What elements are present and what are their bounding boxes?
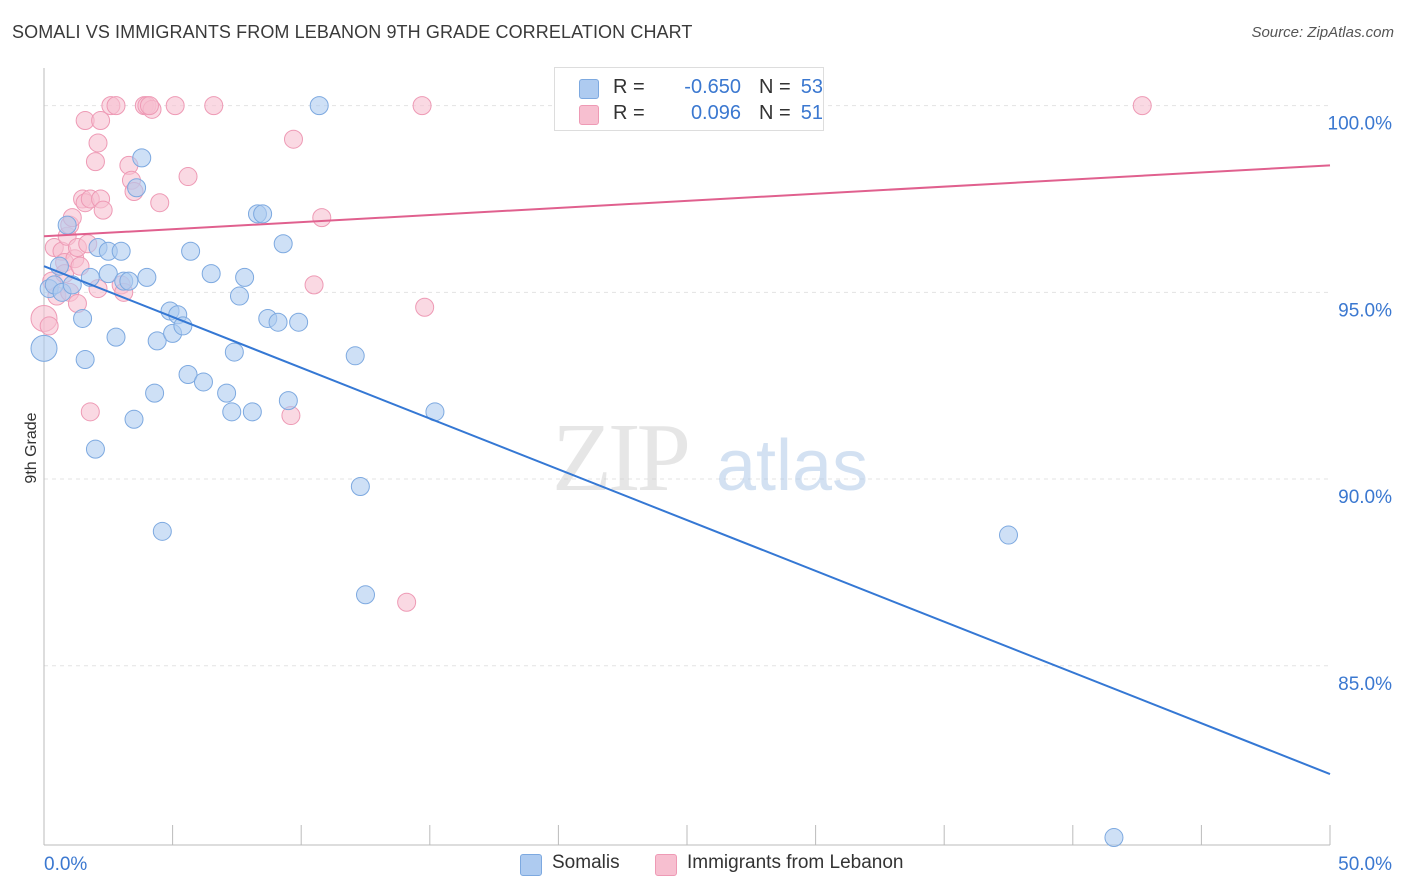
point-lebanon	[178, 167, 198, 187]
point-lebanon	[139, 96, 159, 116]
point-lebanon	[165, 96, 185, 116]
axis-labels: 85.0% 90.0% 95.0% 100.0% 0.0% 50.0%	[44, 114, 1392, 875]
point-somalis	[242, 402, 262, 422]
point-lebanon	[412, 96, 432, 116]
point-somalis	[999, 525, 1018, 545]
trendline-somalis	[43, 265, 1331, 775]
r-value-lebanon: 0.096	[690, 102, 741, 124]
point-somalis	[222, 402, 242, 422]
n-value-somalis: 53	[800, 76, 823, 98]
point-somalis	[356, 585, 375, 605]
point-somalis	[1104, 828, 1124, 848]
point-somalis	[350, 477, 370, 497]
point-lebanon	[150, 193, 170, 213]
watermark-zip: ZIP	[552, 404, 687, 512]
point-somalis	[217, 383, 237, 403]
n-label: N =	[759, 102, 791, 124]
point-lebanon	[106, 96, 126, 116]
point-somalis	[147, 331, 167, 351]
point-somalis	[201, 264, 221, 284]
point-somalis	[145, 383, 165, 403]
point-somalis	[273, 234, 293, 254]
y-tick-label: 90.0%	[1338, 487, 1392, 508]
point-lebanon	[415, 297, 435, 317]
point-somalis	[132, 148, 152, 168]
n-value-lebanon: 51	[800, 102, 823, 124]
y-tick-label: 95.0%	[1338, 300, 1392, 321]
point-lebanon	[312, 208, 332, 228]
point-somalis	[124, 409, 144, 429]
point-lebanon	[1132, 96, 1152, 116]
point-lebanon	[204, 96, 224, 116]
point-lebanon	[39, 316, 59, 336]
trendline-lebanon	[43, 164, 1331, 238]
legend-swatch-somalis	[520, 854, 542, 876]
point-somalis	[345, 346, 365, 366]
x-tick-label-min: 0.0%	[44, 854, 87, 875]
y-tick-label: 100.0%	[1328, 114, 1393, 135]
chart-title: SOMALI VS IMMIGRANTS FROM LEBANON 9TH GR…	[12, 22, 693, 42]
series-somalis-points	[30, 96, 1124, 848]
point-somalis	[309, 96, 329, 116]
point-somalis	[289, 312, 309, 332]
point-lebanon	[283, 129, 303, 149]
point-lebanon	[88, 133, 108, 153]
watermark-atlas: atlas	[716, 426, 868, 506]
lebanon-swatch	[579, 105, 599, 125]
point-somalis	[152, 521, 172, 541]
point-somalis	[111, 241, 131, 261]
legend-swatch-lebanon	[655, 854, 677, 876]
series-lebanon-points	[30, 96, 1152, 612]
y-axis-title: 9th Grade	[23, 412, 40, 483]
point-somalis	[127, 178, 147, 198]
point-somalis	[106, 327, 126, 347]
source-label: Source: ZipAtlas.com	[1251, 24, 1394, 41]
point-somalis	[224, 342, 244, 362]
r-label: R =	[613, 102, 645, 124]
point-somalis	[85, 439, 105, 459]
point-somalis	[253, 204, 273, 224]
trend-lines	[43, 164, 1331, 775]
point-somalis	[178, 364, 198, 384]
point-somalis	[119, 271, 139, 291]
point-lebanon	[93, 200, 113, 220]
n-label: N =	[759, 76, 791, 98]
point-somalis	[30, 334, 58, 362]
point-somalis	[229, 286, 249, 306]
point-somalis	[137, 267, 157, 287]
point-somalis	[268, 312, 288, 332]
x-tick-label-max: 50.0%	[1338, 854, 1392, 875]
point-somalis	[173, 316, 193, 336]
point-somalis	[62, 275, 82, 295]
point-somalis	[181, 241, 201, 261]
axes	[43, 68, 1331, 846]
point-somalis	[98, 264, 118, 284]
r-value-somalis: -0.650	[684, 76, 741, 98]
point-somalis	[235, 267, 255, 287]
point-somalis	[193, 372, 213, 392]
somalis-swatch	[579, 79, 599, 99]
stats-box: R = -0.650 N = 53 R = 0.096 N = 51	[554, 67, 824, 131]
point-somalis	[75, 350, 95, 370]
point-lebanon	[304, 275, 324, 295]
legend-label-somalis: Somalis	[552, 852, 620, 873]
point-somalis	[73, 308, 93, 328]
point-somalis	[57, 215, 77, 235]
y-tick-label: 85.0%	[1338, 674, 1392, 695]
point-lebanon	[85, 152, 105, 172]
r-label: R =	[613, 76, 645, 98]
legend-label-lebanon: Immigrants from Lebanon	[687, 852, 904, 873]
point-somalis	[278, 391, 298, 411]
point-lebanon	[397, 592, 417, 612]
watermark: ZIP atlas	[552, 404, 868, 512]
grid-lines	[44, 105, 1330, 667]
point-lebanon	[91, 111, 111, 131]
point-lebanon	[80, 402, 100, 422]
